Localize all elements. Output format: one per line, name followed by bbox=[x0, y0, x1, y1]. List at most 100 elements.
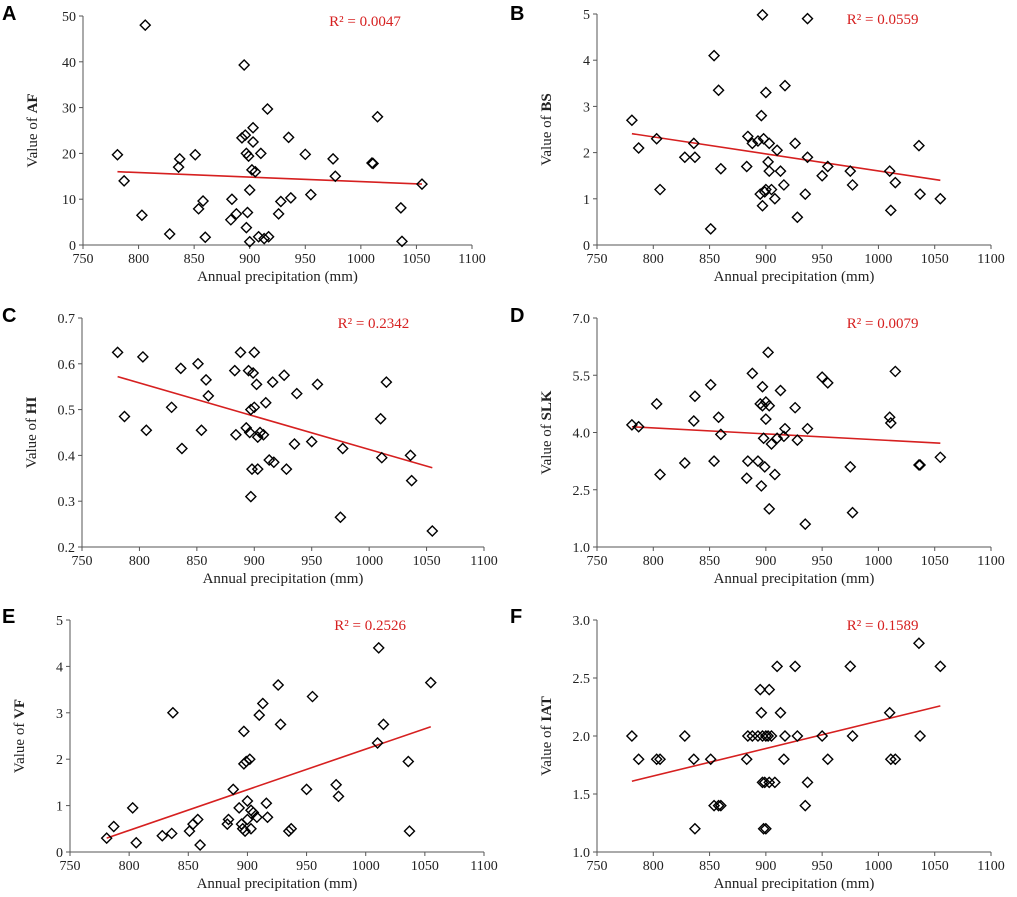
data-point-diamond bbox=[402, 755, 415, 768]
data-point-diamond bbox=[774, 384, 787, 397]
data-point-diamond bbox=[754, 683, 767, 696]
x-tick-label: 950 bbox=[812, 554, 833, 569]
data-point-diamond bbox=[757, 822, 770, 835]
data-point-diamond bbox=[329, 170, 342, 183]
data-point-diamond bbox=[625, 730, 638, 742]
data-point-diamond bbox=[746, 730, 759, 742]
data-point-diamond bbox=[130, 836, 143, 849]
data-point-diamond bbox=[195, 424, 208, 437]
x-tick-label: 850 bbox=[186, 554, 207, 569]
data-point-diamond bbox=[245, 163, 258, 176]
data-point-diamond bbox=[779, 79, 791, 92]
data-point-diamond bbox=[844, 165, 857, 178]
data-point-diamond bbox=[415, 178, 428, 191]
data-point-diamond bbox=[240, 221, 253, 234]
data-point-diamond bbox=[678, 151, 691, 164]
data-point-diamond bbox=[199, 231, 212, 244]
data-point-diamond bbox=[282, 825, 295, 838]
data-point-diamond bbox=[688, 390, 701, 403]
trend-line bbox=[117, 170, 423, 185]
data-point-diamond bbox=[650, 753, 663, 766]
data-point-diamond bbox=[678, 457, 691, 470]
x-tick-label: 850 bbox=[184, 252, 205, 267]
data-point-diamond bbox=[762, 730, 775, 742]
data-point-diamond bbox=[266, 376, 279, 389]
data-point-diamond bbox=[371, 110, 384, 123]
x-tick-label: 850 bbox=[699, 252, 720, 267]
panel-d: D 750 800 850 900 950 1000 1050 1100 1.0 2.5 4.0 5.5… bbox=[510, 305, 1005, 587]
data-point-diamond bbox=[241, 794, 254, 807]
panel-f: F 750 800 850 900 950 1000 1050 1100 1.0 1.5 2.0 2.5… bbox=[510, 606, 1005, 892]
data-point-diamond bbox=[889, 365, 902, 378]
data-point-diamond bbox=[278, 369, 291, 382]
data-point-diamond bbox=[404, 449, 417, 462]
y-tick-label: 1.0 bbox=[573, 846, 591, 861]
y-tick-label: 2.5 bbox=[573, 484, 591, 499]
x-tick-label: 900 bbox=[755, 554, 776, 569]
data-point-diamond bbox=[267, 456, 280, 469]
x-axis-title: Annual precipitation (mm) bbox=[203, 571, 364, 587]
data-point-diamond bbox=[224, 213, 237, 226]
x-tick-label: 850 bbox=[178, 859, 199, 874]
x-axis-title: Annual precipitation (mm) bbox=[714, 571, 875, 587]
data-point-diamond bbox=[740, 472, 753, 485]
data-point-diamond bbox=[225, 193, 238, 206]
data-point-diamond bbox=[259, 396, 272, 409]
data-point-diamond bbox=[334, 511, 347, 524]
data-point-diamond bbox=[632, 141, 645, 154]
data-point-diamond bbox=[912, 139, 925, 152]
data-point-diamond bbox=[687, 753, 700, 766]
data-point-diamond bbox=[375, 451, 388, 464]
y-tick-label: 5.5 bbox=[573, 369, 591, 384]
data-point-diamond bbox=[846, 178, 859, 191]
data-point-diamond bbox=[247, 366, 260, 379]
data-point-diamond bbox=[139, 19, 152, 32]
x-tick-label: 1100 bbox=[977, 859, 1004, 874]
data-point-diamond bbox=[248, 401, 261, 414]
data-point-diamond bbox=[183, 825, 196, 838]
data-point-diamond bbox=[274, 195, 287, 208]
data-point-diamond bbox=[821, 160, 834, 173]
data-point-diamond bbox=[189, 148, 202, 161]
data-point-diamond bbox=[762, 155, 775, 168]
x-tick-label: 800 bbox=[643, 859, 664, 874]
data-point-diamond bbox=[243, 235, 256, 248]
x-tick-label: 1050 bbox=[921, 554, 949, 569]
y-axis-title-prefix: Value of bbox=[25, 113, 41, 167]
data-point-diamond bbox=[654, 183, 667, 196]
y-axis-title: Value of BS bbox=[539, 93, 555, 166]
data-point-diamond bbox=[202, 389, 215, 402]
data-point-diamond bbox=[765, 730, 778, 742]
data-point-diamond bbox=[821, 753, 834, 766]
data-point-diamond bbox=[714, 799, 727, 812]
data-point-diamond bbox=[883, 411, 896, 424]
data-point-diamond bbox=[394, 201, 407, 214]
y-tick-label: 2.0 bbox=[573, 730, 591, 745]
data-point-diamond bbox=[712, 411, 725, 424]
data-point-diamond bbox=[258, 232, 271, 245]
y-tick-label: 1.5 bbox=[573, 788, 591, 803]
data-point-diamond bbox=[118, 174, 131, 187]
data-point-diamond bbox=[239, 129, 252, 142]
data-point-diamond bbox=[759, 822, 772, 835]
y-tick-label: 0 bbox=[583, 239, 590, 254]
data-point-diamond bbox=[250, 378, 263, 391]
y-axis-title-variable: BS bbox=[539, 93, 555, 111]
data-point-diamond bbox=[235, 131, 248, 144]
panel-label: D bbox=[510, 305, 524, 327]
x-axis-title: Annual precipitation (mm) bbox=[197, 876, 358, 892]
data-point-diamond bbox=[247, 806, 260, 819]
data-point-diamond bbox=[426, 524, 439, 537]
data-point-diamond bbox=[821, 376, 834, 389]
data-point-diamond bbox=[243, 753, 256, 766]
data-point-diamond bbox=[261, 102, 274, 115]
data-point-diamond bbox=[765, 183, 778, 196]
data-point-diamond bbox=[371, 736, 384, 749]
data-point-diamond bbox=[799, 188, 812, 201]
y-tick-label: 7.0 bbox=[573, 312, 591, 327]
data-point-diamond bbox=[377, 718, 390, 731]
data-point-diamond bbox=[233, 801, 246, 814]
x-tick-label: 900 bbox=[755, 252, 776, 267]
x-tick-label: 900 bbox=[244, 554, 265, 569]
